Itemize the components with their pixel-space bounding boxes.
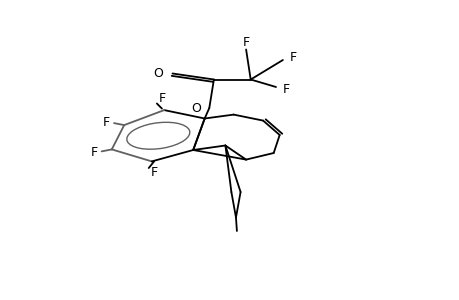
Text: O: O xyxy=(191,101,201,115)
Text: F: F xyxy=(282,83,289,96)
Text: F: F xyxy=(150,166,157,179)
Text: F: F xyxy=(242,36,249,50)
Text: F: F xyxy=(90,146,98,159)
Text: F: F xyxy=(158,92,165,105)
Text: F: F xyxy=(103,116,110,129)
Text: F: F xyxy=(289,51,296,64)
Text: O: O xyxy=(152,67,162,80)
